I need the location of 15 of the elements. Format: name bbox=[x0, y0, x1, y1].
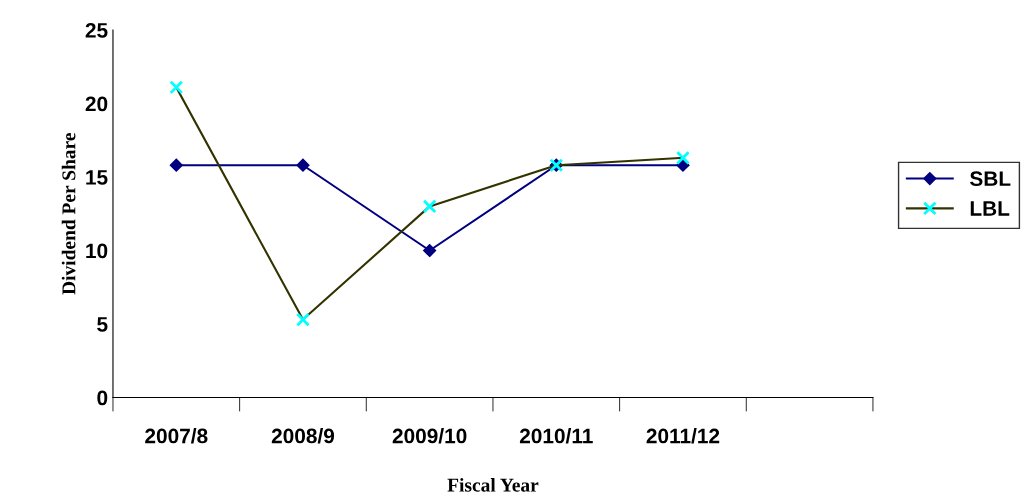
y-tick-label: 15 bbox=[86, 170, 108, 185]
y-axis-title: Dividend Per Share bbox=[61, 133, 76, 295]
y-tick-label: 25 bbox=[85, 23, 108, 38]
y-tick-label: 5 bbox=[97, 317, 108, 332]
x-tick-label: 2010/11 bbox=[519, 428, 593, 444]
y-tick-label: 20 bbox=[85, 96, 108, 112]
y-tick-label: 0 bbox=[97, 390, 108, 406]
x-tick-label: 2007/8 bbox=[145, 428, 208, 444]
legend-label: SBL bbox=[970, 171, 1011, 187]
y-tick-label: 10 bbox=[86, 243, 108, 259]
legend-label: LBL bbox=[970, 201, 1010, 216]
x-tick-label: 2008/9 bbox=[271, 428, 335, 444]
x-tick-label: 2009/10 bbox=[392, 428, 467, 444]
x-axis-title: Fiscal Year bbox=[447, 478, 539, 492]
x-tick-label: 2011/12 bbox=[646, 428, 720, 444]
